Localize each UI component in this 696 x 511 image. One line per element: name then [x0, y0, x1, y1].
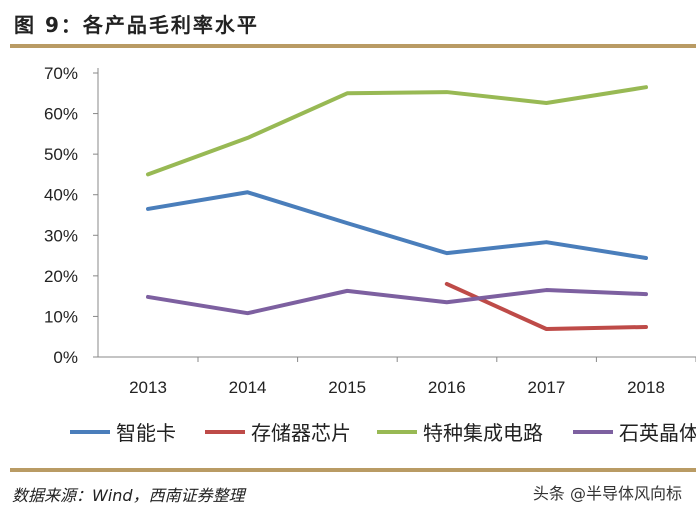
y-tick-label: 70% [44, 64, 78, 83]
series-line-2 [146, 85, 648, 177]
series-line-0 [146, 190, 648, 261]
x-tick-label: 2013 [129, 378, 167, 397]
y-tick-label: 60% [44, 105, 78, 124]
watermark: 头条 @半导体风向标 [532, 484, 682, 503]
y-tick-label: 50% [44, 145, 78, 164]
legend-label: 特种集成电路 [423, 421, 543, 445]
source-note: 数据来源：Wind，西南证券整理 [12, 486, 245, 505]
series-line-3 [146, 288, 648, 316]
line-chart: 0% 10% 20% 30% 40% 50% 60% 70% 2013 2014 2015 2016 2… [44, 64, 696, 445]
y-tick-label: 20% [44, 267, 78, 286]
x-tick-label: 2017 [527, 378, 565, 397]
y-tick-label: 30% [44, 226, 78, 245]
legend-label: 智能卡 [116, 421, 176, 445]
x-tick-label: 2015 [328, 378, 366, 397]
divider [10, 468, 696, 472]
legend-label: 存储器芯片 [251, 421, 351, 445]
y-tick-label: 10% [44, 307, 78, 326]
y-tick-label: 40% [44, 186, 78, 205]
legend-label: 石英晶体 [619, 421, 696, 445]
x-tick-label: 2018 [627, 378, 665, 397]
y-tick-label: 0% [53, 348, 78, 367]
x-tick-label: 2016 [428, 378, 466, 397]
page-title: 图 9：各产品毛利率水平 [14, 13, 259, 37]
x-tick-label: 2014 [229, 378, 267, 397]
divider [10, 44, 696, 48]
